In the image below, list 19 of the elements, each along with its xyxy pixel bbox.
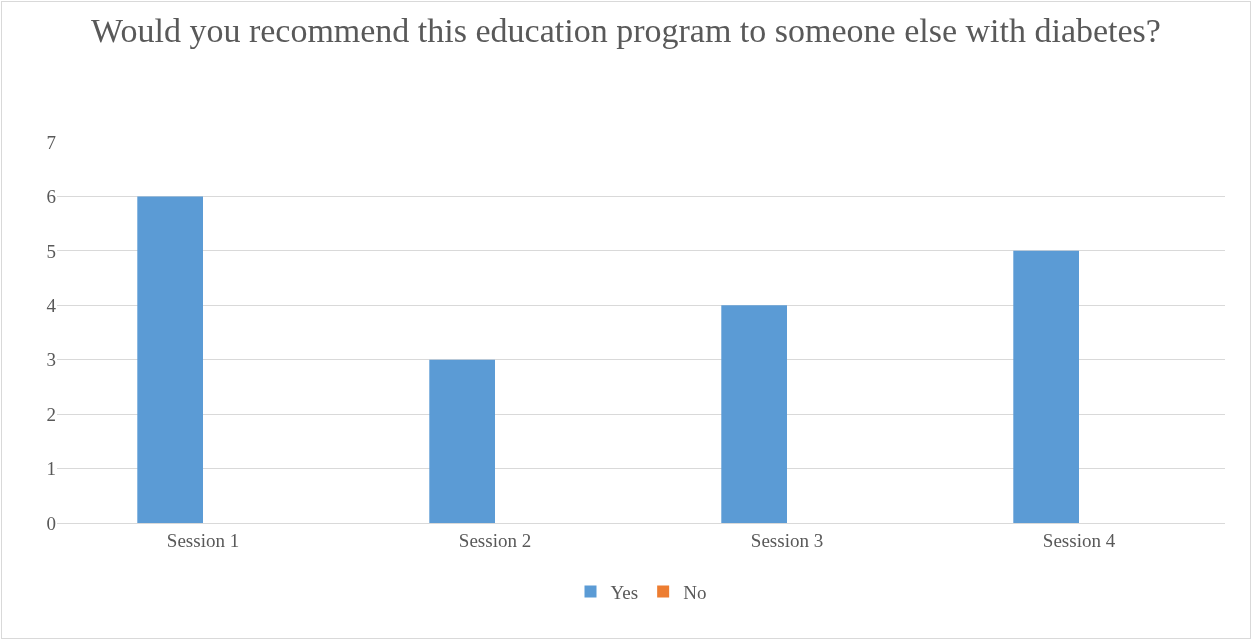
bar (137, 196, 203, 523)
y-tick-label: 6 (46, 186, 56, 208)
y-tick-label: 0 (46, 512, 56, 534)
bar (1013, 250, 1079, 523)
legend-label: No (683, 581, 707, 603)
y-tick-label: 2 (46, 403, 56, 425)
legend-label: Yes (610, 581, 639, 603)
x-tick-label: Session 2 (458, 529, 532, 551)
x-tick-label: Session 4 (1042, 529, 1116, 551)
x-tick-label: Session 1 (166, 529, 240, 551)
y-tick-label: 4 (46, 294, 57, 316)
y-tick-label: 1 (46, 458, 56, 480)
chart-title: Would you recommend this education program to someone else with diabetes? (91, 11, 1161, 49)
x-tick-label: Session 3 (750, 529, 824, 551)
y-tick-label: 7 (46, 131, 56, 153)
y-tick-label: 5 (46, 240, 56, 262)
y-tick-label: 3 (46, 349, 56, 371)
bar (721, 305, 787, 523)
bar (429, 359, 495, 523)
